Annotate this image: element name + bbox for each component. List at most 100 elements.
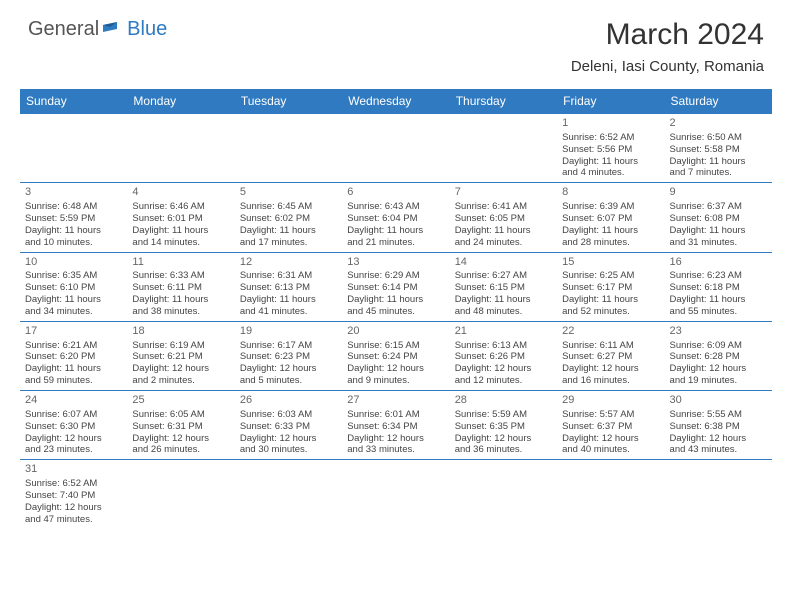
day-detail-sr: Sunrise: 6:25 AM [562,270,659,282]
day-detail-sr: Sunrise: 6:48 AM [25,201,122,213]
day-number: 8 [562,186,659,200]
calendar-day-cell: 28Sunrise: 5:59 AMSunset: 6:35 PMDayligh… [450,391,557,460]
day-detail-d1: Daylight: 11 hours [240,294,337,306]
calendar-day-cell: 7Sunrise: 6:41 AMSunset: 6:05 PMDaylight… [450,183,557,252]
day-detail-ss: Sunset: 6:20 PM [25,351,122,363]
day-detail-d1: Daylight: 12 hours [347,433,444,445]
day-detail-d2: and 19 minutes. [670,375,767,387]
day-detail-ss: Sunset: 6:31 PM [132,421,229,433]
calendar-body: 1Sunrise: 6:52 AMSunset: 5:56 PMDaylight… [20,114,772,529]
day-detail-sr: Sunrise: 6:43 AM [347,201,444,213]
day-detail-d1: Daylight: 12 hours [240,363,337,375]
day-detail-d1: Daylight: 12 hours [455,363,552,375]
day-detail-d1: Daylight: 12 hours [562,363,659,375]
day-number: 24 [25,394,122,408]
day-detail-d2: and 55 minutes. [670,306,767,318]
day-detail-sr: Sunrise: 6:23 AM [670,270,767,282]
calendar-row: 24Sunrise: 6:07 AMSunset: 6:30 PMDayligh… [20,391,772,460]
calendar-empty-cell [342,460,449,529]
location-text: Deleni, Iasi County, Romania [571,58,764,75]
day-detail-d2: and 12 minutes. [455,375,552,387]
day-detail-d2: and 33 minutes. [347,444,444,456]
calendar-day-cell: 2Sunrise: 6:50 AMSunset: 5:58 PMDaylight… [665,114,772,183]
calendar-row: 10Sunrise: 6:35 AMSunset: 6:10 PMDayligh… [20,252,772,321]
calendar-day-cell: 4Sunrise: 6:46 AMSunset: 6:01 PMDaylight… [127,183,234,252]
day-detail-ss: Sunset: 6:23 PM [240,351,337,363]
day-detail-d2: and 38 minutes. [132,306,229,318]
day-detail-ss: Sunset: 6:37 PM [562,421,659,433]
day-detail-d1: Daylight: 11 hours [132,225,229,237]
day-detail-sr: Sunrise: 6:46 AM [132,201,229,213]
day-detail-ss: Sunset: 6:28 PM [670,351,767,363]
day-detail-ss: Sunset: 6:18 PM [670,282,767,294]
day-detail-ss: Sunset: 6:01 PM [132,213,229,225]
day-detail-ss: Sunset: 6:07 PM [562,213,659,225]
day-detail-ss: Sunset: 6:10 PM [25,282,122,294]
day-detail-d1: Daylight: 12 hours [25,502,122,514]
calendar-day-cell: 14Sunrise: 6:27 AMSunset: 6:15 PMDayligh… [450,252,557,321]
day-detail-ss: Sunset: 5:59 PM [25,213,122,225]
day-detail-d2: and 48 minutes. [455,306,552,318]
day-detail-d2: and 36 minutes. [455,444,552,456]
day-detail-ss: Sunset: 6:14 PM [347,282,444,294]
weekday-row: SundayMondayTuesdayWednesdayThursdayFrid… [20,89,772,114]
day-number: 25 [132,394,229,408]
calendar-empty-cell [235,114,342,183]
page-header: General Blue March 2024 Deleni, Iasi Cou… [0,0,792,79]
day-number: 5 [240,186,337,200]
day-detail-sr: Sunrise: 6:05 AM [132,409,229,421]
day-detail-d1: Daylight: 11 hours [562,294,659,306]
calendar-day-cell: 27Sunrise: 6:01 AMSunset: 6:34 PMDayligh… [342,391,449,460]
day-number: 17 [25,325,122,339]
day-number: 2 [670,117,767,131]
calendar-day-cell: 13Sunrise: 6:29 AMSunset: 6:14 PMDayligh… [342,252,449,321]
calendar-day-cell: 5Sunrise: 6:45 AMSunset: 6:02 PMDaylight… [235,183,342,252]
calendar-day-cell: 19Sunrise: 6:17 AMSunset: 6:23 PMDayligh… [235,321,342,390]
day-detail-sr: Sunrise: 5:57 AM [562,409,659,421]
calendar-day-cell: 24Sunrise: 6:07 AMSunset: 6:30 PMDayligh… [20,391,127,460]
day-detail-d2: and 23 minutes. [25,444,122,456]
weekday-header: Thursday [450,89,557,114]
day-detail-ss: Sunset: 6:11 PM [132,282,229,294]
day-number: 15 [562,256,659,270]
day-number: 23 [670,325,767,339]
logo-text-general: General [28,18,99,41]
day-detail-ss: Sunset: 6:24 PM [347,351,444,363]
day-number: 10 [25,256,122,270]
day-detail-sr: Sunrise: 6:13 AM [455,340,552,352]
calendar-day-cell: 15Sunrise: 6:25 AMSunset: 6:17 PMDayligh… [557,252,664,321]
day-detail-sr: Sunrise: 6:45 AM [240,201,337,213]
day-detail-d2: and 7 minutes. [670,167,767,179]
calendar-day-cell: 8Sunrise: 6:39 AMSunset: 6:07 PMDaylight… [557,183,664,252]
day-number: 6 [347,186,444,200]
day-detail-sr: Sunrise: 6:21 AM [25,340,122,352]
day-detail-d2: and 26 minutes. [132,444,229,456]
calendar-day-cell: 21Sunrise: 6:13 AMSunset: 6:26 PMDayligh… [450,321,557,390]
calendar-empty-cell [450,114,557,183]
day-detail-d1: Daylight: 11 hours [25,294,122,306]
calendar-day-cell: 17Sunrise: 6:21 AMSunset: 6:20 PMDayligh… [20,321,127,390]
calendar-day-cell: 18Sunrise: 6:19 AMSunset: 6:21 PMDayligh… [127,321,234,390]
day-detail-d1: Daylight: 12 hours [670,433,767,445]
day-detail-d1: Daylight: 11 hours [455,294,552,306]
calendar-head: SundayMondayTuesdayWednesdayThursdayFrid… [20,89,772,114]
calendar-empty-cell [127,460,234,529]
day-detail-d1: Daylight: 11 hours [670,156,767,168]
day-detail-d1: Daylight: 11 hours [240,225,337,237]
day-detail-d2: and 17 minutes. [240,237,337,249]
day-detail-sr: Sunrise: 5:59 AM [455,409,552,421]
day-detail-d2: and 5 minutes. [240,375,337,387]
flag-icon [103,22,125,38]
day-detail-ss: Sunset: 6:05 PM [455,213,552,225]
day-detail-d1: Daylight: 11 hours [347,225,444,237]
day-number: 9 [670,186,767,200]
day-detail-ss: Sunset: 6:26 PM [455,351,552,363]
weekday-header: Friday [557,89,664,114]
day-number: 14 [455,256,552,270]
day-detail-ss: Sunset: 6:13 PM [240,282,337,294]
day-detail-d1: Daylight: 11 hours [562,156,659,168]
day-detail-d2: and 16 minutes. [562,375,659,387]
day-detail-d2: and 14 minutes. [132,237,229,249]
calendar-day-cell: 29Sunrise: 5:57 AMSunset: 6:37 PMDayligh… [557,391,664,460]
day-number: 12 [240,256,337,270]
